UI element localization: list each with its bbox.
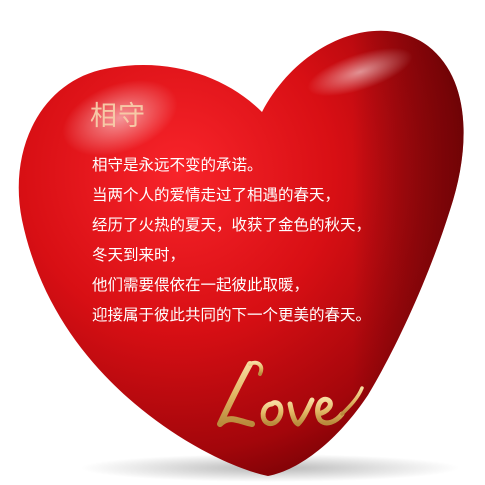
poem-text: 相守是永远不变的承诺。 当两个人的爱情走过了相遇的春天， 经历了火热的夏天，收获…: [92, 150, 371, 330]
poem-line: 他们需要偎依在一起彼此取暖，: [92, 276, 310, 294]
poem-line: 当两个人的爱情走过了相遇的春天，: [92, 186, 341, 204]
heart-highlight-right: [307, 47, 413, 97]
poem-line: 迎接属于彼此共同的下一个更美的春天。: [92, 306, 372, 324]
heart-highlight-left: [62, 80, 178, 156]
poem-line: 相守是永远不变的承诺。: [92, 156, 263, 174]
love-script-logo: [217, 360, 364, 427]
poem-title: 相守: [90, 101, 146, 132]
poem-line: 经历了火热的夏天，收获了金色的秋天，: [92, 216, 372, 234]
poem-line: 冬天到来时，: [92, 246, 186, 264]
